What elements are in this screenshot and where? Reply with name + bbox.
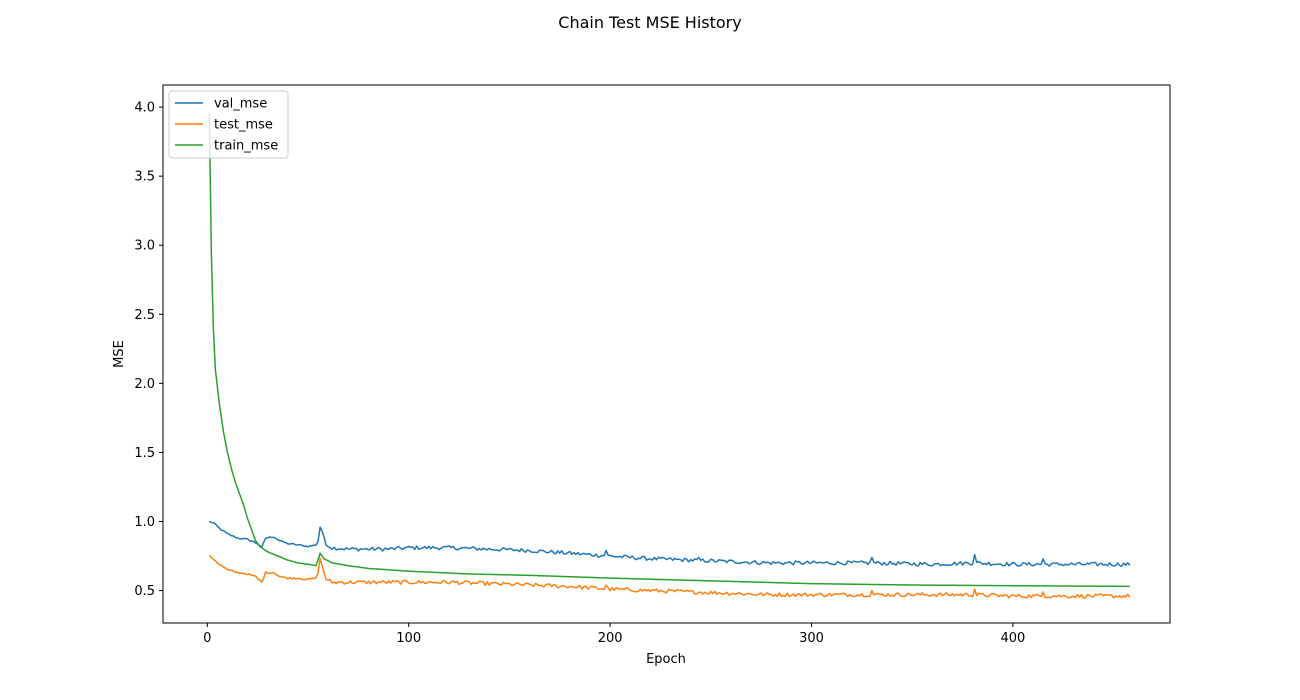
- series-line-test-mse: [208, 554, 1131, 599]
- x-tick-label: 300: [799, 631, 824, 646]
- y-axis-title: MSE: [112, 340, 127, 368]
- legend-label-train-mse: train_mse: [214, 139, 278, 154]
- x-tick-label: 100: [396, 631, 421, 646]
- series-layer: [208, 112, 1131, 599]
- series-line-train-mse: [208, 112, 1130, 588]
- y-tick-label: 2.5: [134, 308, 155, 323]
- y-tick-label: 1.5: [134, 446, 155, 461]
- x-tick-label: 0: [203, 631, 211, 646]
- x-tick-label: 200: [598, 631, 623, 646]
- y-tick-label: 1.0: [134, 515, 155, 530]
- y-tick-label: 0.5: [134, 584, 155, 599]
- legend: val_mse test_mse train_mse: [168, 90, 289, 159]
- y-tick-label: 3.0: [134, 239, 155, 254]
- ticks-layer: 0 100 200 300 400 0.5 1.0 1.5 2.0 2.5 3.0 3.5 4.0: [134, 101, 1025, 646]
- series-line-val-mse: [208, 520, 1131, 567]
- chart-title: Chain Test MSE History: [558, 13, 741, 32]
- y-tick-label: 2.0: [134, 377, 155, 392]
- legend-box: [168, 90, 289, 159]
- x-tick-label: 400: [1000, 631, 1025, 646]
- plot-frame: [162, 84, 1171, 624]
- legend-label-val-mse: val_mse: [214, 97, 267, 112]
- y-tick-label: 4.0: [134, 101, 155, 116]
- legend-label-test-mse: test_mse: [214, 118, 273, 133]
- y-tick-label: 3.5: [134, 170, 155, 185]
- x-axis-title: Epoch: [646, 652, 686, 667]
